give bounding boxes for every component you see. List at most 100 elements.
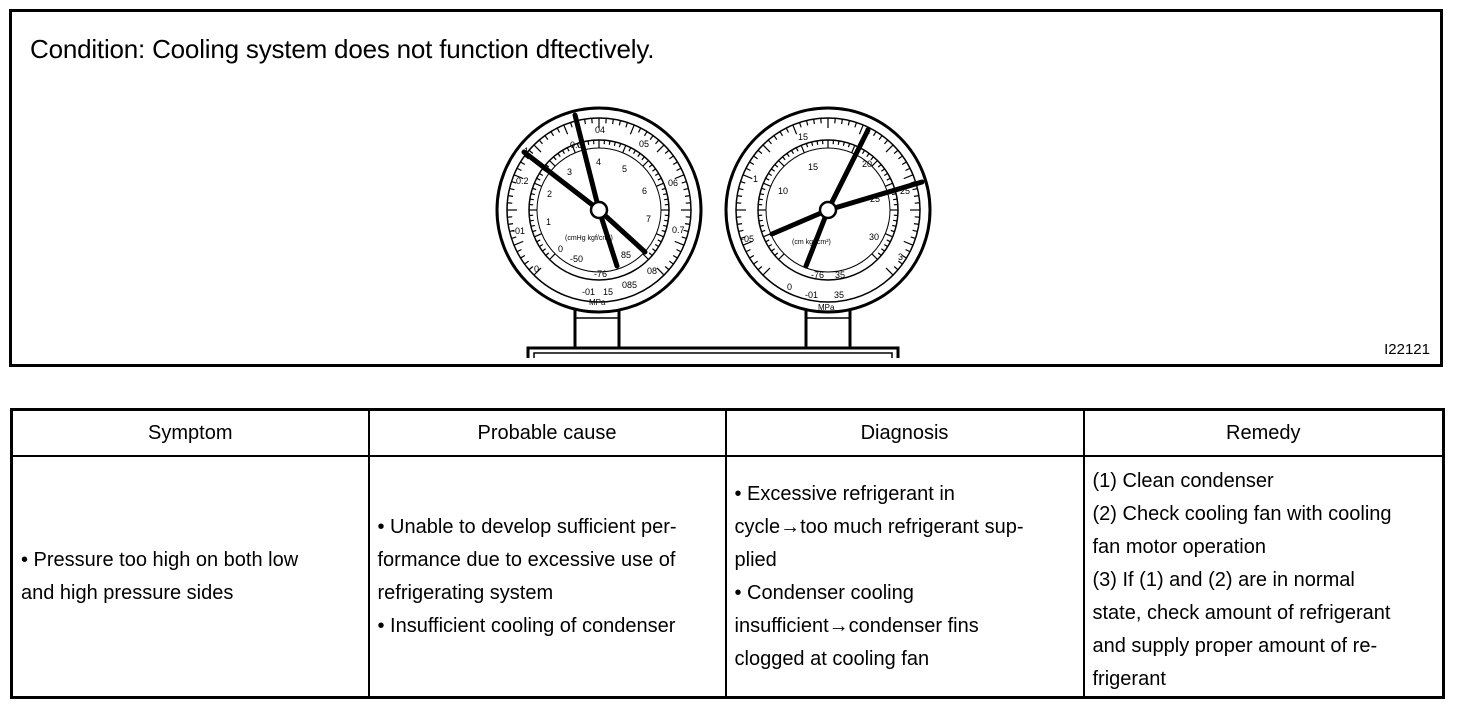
gauge-tick xyxy=(664,219,669,222)
gauge-tick xyxy=(533,267,542,276)
diagnosis-line: • Excessive refrigerant in xyxy=(734,482,955,505)
gauge-tick xyxy=(765,239,770,243)
gauge-tick xyxy=(795,147,799,152)
header-diagnosis: Diagnosis xyxy=(724,408,1085,457)
gauge-tick xyxy=(508,223,514,225)
gauge-tick xyxy=(629,124,635,135)
gauge-tick xyxy=(901,254,907,259)
gauge-tick xyxy=(549,160,556,167)
gauge-tick xyxy=(885,144,894,153)
gauge-tick xyxy=(740,180,746,184)
gauge-tick xyxy=(536,239,541,243)
low-outer-label: 15 xyxy=(603,287,613,297)
gauge-tick xyxy=(782,156,786,161)
low-inner-label: 5 xyxy=(622,164,627,174)
gauge-tick xyxy=(745,248,751,253)
gauge-tick xyxy=(625,122,629,128)
gauge-tick xyxy=(785,127,790,133)
high-outer-label: 0 xyxy=(787,282,792,292)
gauge-tick xyxy=(509,187,515,191)
gauge-tick xyxy=(513,174,524,180)
diagnosis-line: cycle→too much refrigerant sup- xyxy=(734,515,1024,538)
high-inner-label: 15 xyxy=(808,162,818,172)
gauge-tick xyxy=(545,164,550,168)
remedy-line: (3) If (1) and (2) are in normal xyxy=(1092,569,1355,591)
pressure-gauges-illustration: 0.3 04 05 06 0.7 08 085 15 -01 0 -01 0.2… xyxy=(495,106,932,358)
gauge-tick xyxy=(870,156,874,161)
diagnosis-cell: • Excessive refrigerant in cycle→too muc… xyxy=(724,455,1085,699)
gauge-tick xyxy=(805,120,809,126)
gauge-tick xyxy=(618,120,622,126)
low-pressure-gauge: 0.3 04 05 06 0.7 08 085 15 -01 0 -01 0.2… xyxy=(495,106,703,314)
gauge-tick xyxy=(545,252,550,256)
gauge-tick xyxy=(773,135,778,140)
gauge-tick xyxy=(778,160,785,167)
gauge-tick xyxy=(738,187,744,191)
gauge-tick xyxy=(550,131,555,137)
gauge-tick xyxy=(898,155,903,160)
gauge-tick xyxy=(643,131,648,137)
gauge-tick xyxy=(893,219,898,222)
gauge-tick xyxy=(549,253,556,260)
gauge-tick xyxy=(637,127,642,133)
low-outer-label: 05 xyxy=(639,139,649,149)
gauge-tick xyxy=(654,243,659,248)
remedy-line: and supply proper amount of re- xyxy=(1092,635,1378,657)
gauge-tick xyxy=(528,149,534,154)
gauge-tick xyxy=(892,193,897,196)
diagnosis-line: plied xyxy=(734,548,777,571)
gauge-tick xyxy=(674,240,685,246)
gauge-tick xyxy=(757,149,763,154)
gauge-tick xyxy=(872,131,877,137)
diagnosis-line: clogged at cooling fan xyxy=(734,647,930,670)
gauge-tick xyxy=(637,153,641,157)
gauge-tick xyxy=(762,267,771,276)
gauge-tick xyxy=(885,182,893,187)
gauge-tick xyxy=(786,153,790,157)
gauge-tick xyxy=(664,149,670,154)
gauge-tick xyxy=(542,248,546,252)
header-symptom: Symptom xyxy=(10,408,370,457)
gauge-tick xyxy=(765,177,770,181)
gauge-tick xyxy=(837,140,840,145)
gauge-tick xyxy=(903,240,914,246)
gauge-tick xyxy=(681,180,687,184)
gauge-tick xyxy=(663,224,668,227)
low-outer-label: -01 xyxy=(512,226,525,236)
gauge-tick xyxy=(768,243,773,248)
gauge-tick xyxy=(858,124,864,135)
gauge-tick xyxy=(661,229,666,233)
gauge-tick xyxy=(642,253,649,260)
symptom-line: • Pressure too high on both low xyxy=(21,548,299,571)
low-inner-label: 85 xyxy=(621,250,631,260)
gauge-tick xyxy=(669,260,674,265)
gauge-tick xyxy=(509,229,515,233)
low-inner-label: 2 xyxy=(547,189,552,199)
symptom-cell: • Pressure too high on both low and high… xyxy=(10,455,370,699)
gauge-tick xyxy=(871,160,878,167)
gauge-tick xyxy=(881,248,885,252)
low-inner-label: -76 xyxy=(594,269,607,279)
gauge-tick xyxy=(792,124,798,135)
gauge-tick xyxy=(648,252,653,256)
gauge-tick xyxy=(885,267,894,276)
gauge-tick xyxy=(664,266,670,271)
gauge-tick xyxy=(763,233,771,238)
gauge-tick xyxy=(672,161,678,166)
gauge-tick xyxy=(556,127,561,133)
gauge-tick xyxy=(759,193,764,196)
gauge-tick xyxy=(847,120,851,126)
gauge-tick xyxy=(757,266,763,271)
high-outer-label: 35 xyxy=(834,290,844,300)
gauge-tick xyxy=(737,195,743,197)
gauge-tick xyxy=(738,229,744,233)
remedy-line: fan motor operation xyxy=(1092,536,1266,558)
low-outer-label: 0.3 xyxy=(570,140,583,150)
gauge-tick xyxy=(561,150,566,155)
gauge-tick xyxy=(676,167,682,172)
gauge-tick xyxy=(866,153,870,157)
gauge-tick xyxy=(886,239,891,243)
gauge-tick xyxy=(524,260,529,265)
gauge-tick xyxy=(608,140,611,145)
symptom-line: and high pressure sides xyxy=(21,581,234,604)
